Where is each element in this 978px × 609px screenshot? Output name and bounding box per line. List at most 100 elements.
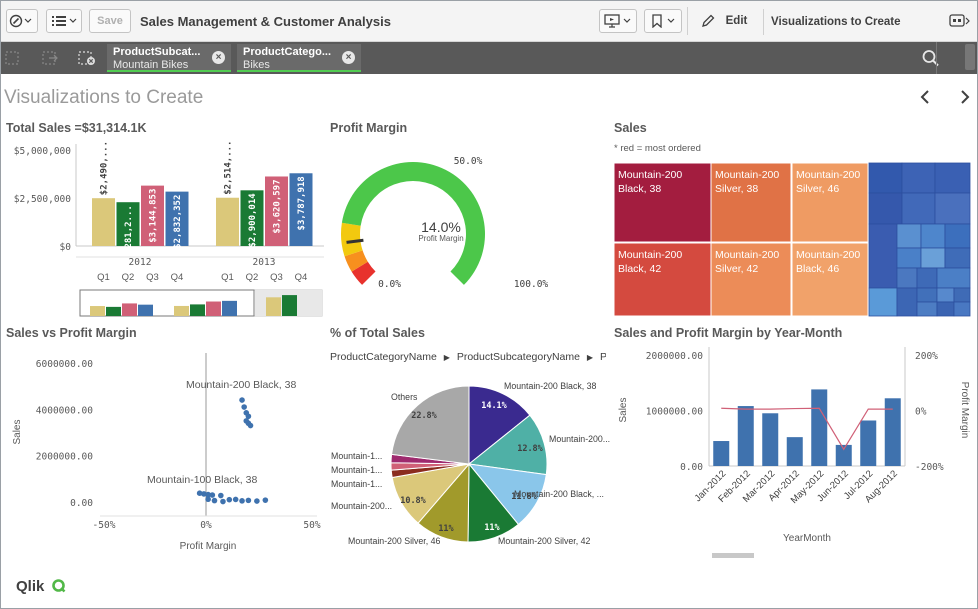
clear-selection-icon[interactable]: × (212, 51, 225, 64)
x-tick-label: Q4 (295, 272, 308, 283)
breadcrumb-level-2[interactable]: ProductSubcategoryName (456, 351, 580, 363)
sales-profit-scatter[interactable]: 6000000.00 4000000.00 2000000.00 0.00-50% 0%… (0, 340, 328, 560)
selections-scrollbar[interactable] (965, 44, 975, 70)
bar[interactable] (737, 406, 754, 466)
chart-scrollbar[interactable] (712, 553, 754, 558)
scatter-point[interactable] (241, 404, 247, 410)
treemap-cell[interactable] (613, 242, 712, 317)
selection-chip-subcategory[interactable]: ProductSubcat... Mountain Bikes × (107, 44, 231, 72)
pie-slice[interactable] (468, 385, 531, 466)
scatter-point[interactable] (239, 498, 245, 504)
profit-margin-gauge[interactable]: 14.0%Profit Margin 50.0% 0.0% 100.0% (328, 138, 612, 323)
breadcrumb-level-1[interactable]: ProductCategoryName (330, 351, 437, 363)
edit-button[interactable]: Edit (691, 9, 757, 33)
clear-all-icon[interactable] (77, 50, 97, 66)
y2-tick-label: -200% (915, 462, 944, 473)
pie-value-label: 10.8% (400, 496, 426, 506)
search-icon[interactable] (921, 49, 941, 67)
treemap-cell[interactable] (710, 242, 792, 317)
y-tick-label: 2000000.00 (646, 351, 703, 362)
scatter-point[interactable] (245, 497, 252, 504)
treemap-cell[interactable] (613, 162, 712, 243)
pencil-icon (701, 14, 715, 27)
pie-slice-label: Mountain-200 Black, 38 (504, 381, 597, 391)
scatter-point[interactable] (205, 496, 211, 503)
logo-text: Qlik (16, 578, 45, 595)
sheet-grid-icon (949, 14, 970, 27)
sheets-overview-button[interactable] (945, 9, 975, 33)
navigation-menu-button[interactable] (6, 9, 38, 33)
bar[interactable] (762, 413, 779, 466)
scatter-point[interactable] (205, 491, 211, 498)
treemap-cell[interactable] (791, 162, 869, 243)
step-forward-icon[interactable] (41, 50, 59, 66)
pie-slice[interactable] (467, 414, 548, 476)
scatter-point[interactable] (232, 496, 239, 503)
breadcrumb-level-3[interactable]: P (599, 351, 606, 363)
percent-sales-pie[interactable]: 14.1% Mountain-200 Black, 38 12.8% Mountain… (328, 366, 612, 560)
y-tick-label: $5,000,000 (14, 146, 71, 157)
bar[interactable] (835, 444, 852, 466)
bar[interactable] (265, 176, 288, 246)
bar[interactable] (92, 198, 115, 246)
treemap-cell[interactable] (791, 242, 869, 317)
next-sheet-icon[interactable] (958, 88, 972, 106)
overview-handle[interactable] (79, 289, 255, 317)
bar-data-label: $3,787,918 (297, 176, 307, 230)
scatter-point[interactable] (209, 492, 216, 498)
bar[interactable] (141, 185, 164, 246)
bar[interactable] (860, 420, 877, 466)
step-back-icon[interactable] (4, 50, 22, 66)
present-button[interactable] (599, 9, 637, 33)
bar[interactable] (116, 202, 140, 246)
treemap-cell[interactable] (710, 162, 792, 243)
scatter-point[interactable] (226, 496, 233, 503)
bar[interactable] (786, 437, 803, 466)
scatter-point[interactable] (239, 397, 245, 403)
bar[interactable] (713, 441, 730, 466)
selection-value-label: Bikes (243, 59, 270, 71)
group-label: 2012 (129, 257, 152, 268)
total-sales-bar-chart[interactable]: $5,000,000 $2,500,000 $0 $2,490,... Q1 $2,281… (0, 138, 328, 323)
treemap-cell-minor (901, 192, 936, 225)
pie-title: % of Total Sales (330, 326, 425, 340)
overview-bar (282, 295, 297, 316)
selection-value-label: Mountain Bikes (113, 59, 189, 71)
treemap-cell-minor (896, 247, 922, 269)
qlik-q-icon (52, 579, 66, 593)
y-axis-title: Sales (618, 397, 629, 422)
bar-data-label: $2,514,... (224, 141, 234, 195)
clear-selection-icon[interactable]: × (342, 51, 355, 64)
treemap-cell-minor (868, 192, 903, 225)
selection-chip-category[interactable]: ProductCatego... Bikes × (237, 44, 361, 72)
bar[interactable] (216, 197, 239, 246)
save-button[interactable]: Save (89, 9, 131, 33)
scatter-point[interactable] (220, 498, 226, 505)
bar[interactable] (240, 190, 264, 246)
scatter-point[interactable] (218, 492, 224, 499)
scatter-point[interactable] (196, 490, 203, 496)
global-menu-button[interactable] (46, 9, 82, 33)
scatter-point[interactable] (254, 498, 260, 504)
x-tick-label: 0% (200, 520, 212, 531)
scatter-point[interactable] (262, 497, 269, 503)
bar[interactable] (165, 191, 189, 246)
scatter-point[interactable] (245, 413, 252, 420)
pie-slice[interactable] (391, 385, 470, 465)
sales-treemap[interactable]: Mountain-200 Black, 38 Mountain-200 Silver,… (612, 160, 974, 320)
bar[interactable] (289, 173, 313, 246)
bookmarks-button[interactable] (644, 9, 682, 33)
y-axis-title: Sales (12, 419, 23, 444)
scatter-point[interactable] (247, 422, 254, 429)
scatter-point[interactable] (211, 497, 218, 504)
y-tick-label: $2,500,000 (14, 194, 71, 205)
gauge-tick-0: 0.0% (378, 279, 401, 290)
scatter-point[interactable] (201, 491, 207, 497)
sales-margin-combo-chart[interactable]: 2000000.00 1000000.00 0.00 200% 0% -200% Sales… (612, 340, 974, 570)
combo-title: Sales and Profit Margin by Year-Month (614, 326, 843, 340)
bar[interactable] (811, 389, 828, 466)
pie-value-label: 11% (438, 524, 454, 534)
previous-sheet-icon[interactable] (918, 88, 932, 106)
bar[interactable] (884, 398, 901, 466)
current-sheet-name[interactable]: Visualizations to Create (763, 9, 941, 35)
